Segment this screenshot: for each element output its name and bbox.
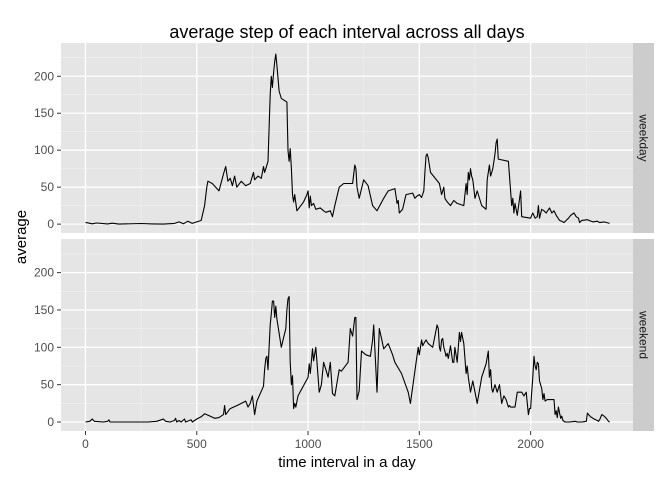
x-axis-title: time interval in a day bbox=[278, 454, 416, 471]
series-line-weekday bbox=[85, 53, 610, 225]
facet-strip bbox=[633, 239, 654, 431]
y-tick-label: 150 bbox=[34, 303, 54, 317]
x-tick-label: 2000 bbox=[517, 437, 544, 451]
y-tick-label: 200 bbox=[34, 69, 54, 83]
y-tick-label: 50 bbox=[41, 180, 55, 194]
facet-panel-weekend: 0 50 100 150 200 weekend bbox=[34, 239, 654, 431]
x-tick-label: 0 bbox=[82, 437, 89, 451]
x-axis: 0 500 1000 1500 2000 bbox=[82, 431, 544, 451]
y-tick-label: 100 bbox=[34, 340, 54, 354]
y-tick-label: 200 bbox=[34, 266, 54, 280]
facet-strip-label: weekday bbox=[637, 113, 651, 161]
y-tick-label: 100 bbox=[34, 143, 54, 157]
x-tick-label: 500 bbox=[187, 437, 207, 451]
panel-background bbox=[61, 239, 633, 431]
x-tick-label: 1500 bbox=[406, 437, 433, 451]
facet-panel-weekday: 0 50 100 150 200 weekday bbox=[34, 43, 654, 233]
y-tick-label: 0 bbox=[47, 217, 54, 231]
panel-background bbox=[61, 43, 633, 233]
y-axis-title: average bbox=[13, 210, 30, 264]
y-tick-label: 50 bbox=[41, 378, 55, 392]
x-tick-label: 1000 bbox=[295, 437, 322, 451]
facet-panels: 0 50 100 150 200 weekday 0 50 100 150 200 weekend bbox=[34, 43, 654, 431]
y-tick-label: 0 bbox=[47, 415, 54, 429]
series-line-weekend bbox=[85, 295, 610, 423]
facet-strip bbox=[633, 43, 654, 233]
chart-title: average step of each interval across all… bbox=[169, 22, 524, 42]
y-tick-label: 150 bbox=[34, 106, 54, 120]
facet-strip-label: weekend bbox=[637, 310, 651, 359]
